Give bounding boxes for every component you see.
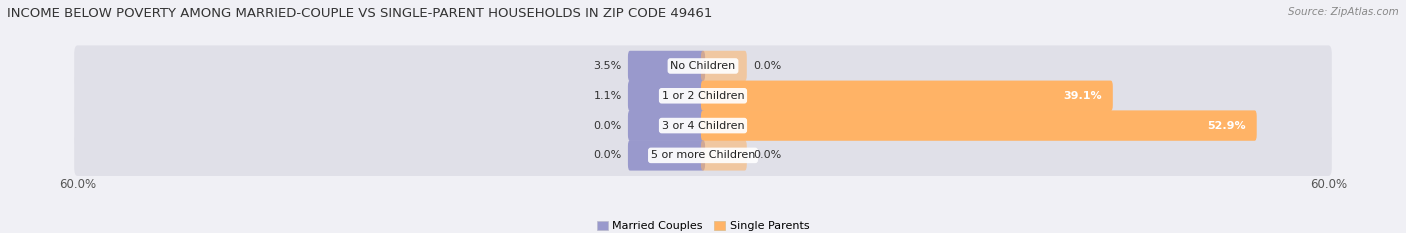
Text: 39.1%: 39.1% — [1064, 91, 1102, 101]
FancyBboxPatch shape — [628, 140, 704, 171]
FancyBboxPatch shape — [702, 140, 747, 171]
Text: 0.0%: 0.0% — [754, 150, 782, 160]
FancyBboxPatch shape — [628, 51, 704, 81]
Text: No Children: No Children — [671, 61, 735, 71]
FancyBboxPatch shape — [702, 110, 1257, 141]
Legend: Married Couples, Single Parents: Married Couples, Single Parents — [592, 217, 814, 233]
Text: 1 or 2 Children: 1 or 2 Children — [662, 91, 744, 101]
Text: 3 or 4 Children: 3 or 4 Children — [662, 120, 744, 130]
Text: 0.0%: 0.0% — [593, 120, 621, 130]
Text: 0.0%: 0.0% — [754, 61, 782, 71]
FancyBboxPatch shape — [75, 75, 1331, 116]
FancyBboxPatch shape — [702, 51, 747, 81]
Text: 0.0%: 0.0% — [593, 150, 621, 160]
FancyBboxPatch shape — [75, 45, 1331, 86]
Text: Source: ZipAtlas.com: Source: ZipAtlas.com — [1288, 7, 1399, 17]
FancyBboxPatch shape — [702, 81, 1112, 111]
Text: 52.9%: 52.9% — [1208, 120, 1246, 130]
Text: 3.5%: 3.5% — [593, 61, 621, 71]
FancyBboxPatch shape — [628, 81, 704, 111]
Text: 5 or more Children: 5 or more Children — [651, 150, 755, 160]
FancyBboxPatch shape — [75, 135, 1331, 176]
FancyBboxPatch shape — [75, 105, 1331, 146]
FancyBboxPatch shape — [628, 110, 704, 141]
Text: 1.1%: 1.1% — [593, 91, 621, 101]
Text: INCOME BELOW POVERTY AMONG MARRIED-COUPLE VS SINGLE-PARENT HOUSEHOLDS IN ZIP COD: INCOME BELOW POVERTY AMONG MARRIED-COUPL… — [7, 7, 713, 20]
